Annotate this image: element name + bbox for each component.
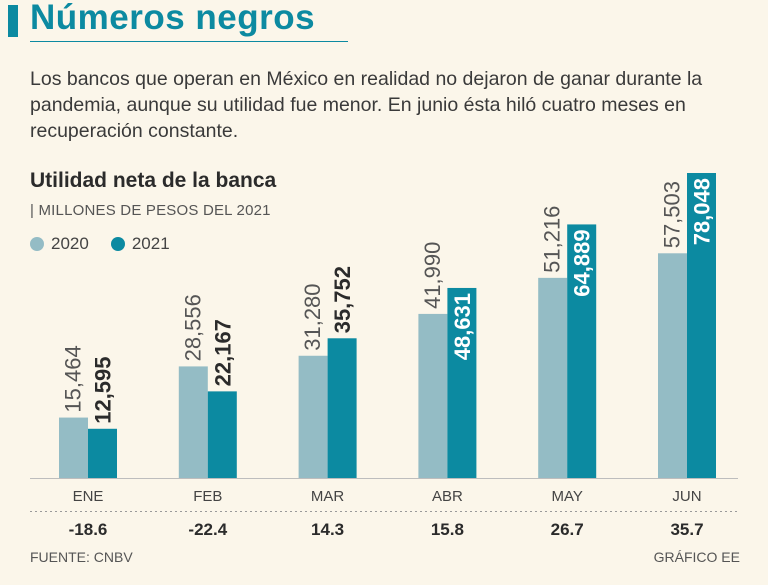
change-value: 15.8 [431,520,464,539]
data-label-2020: 31,280 [300,283,325,350]
bar-2021 [88,428,117,478]
x-tick-label: MAY [551,488,582,505]
data-label-2021: 12,595 [91,356,116,423]
bar-2020 [178,366,208,478]
bar-2021 [327,338,357,478]
chart-title: Utilidad neta de la banca [30,169,277,192]
bar-2020 [538,277,568,478]
bar-2020 [418,313,448,478]
bar-2021 [207,391,237,478]
legend-dot-2021 [110,237,125,251]
legend-dot-2020 [30,237,44,251]
legend-item-2020: 2020 [30,234,89,254]
graphic-credit: GRÁFICO EE [653,549,740,565]
legend-item-2021: 2021 [110,234,170,254]
data-label-2020: 41,990 [420,242,445,309]
x-tick-label: MAR [311,488,345,505]
data-label-2021: 35,752 [330,266,355,333]
title-accent-bar [8,5,18,37]
legend-label-2020: 2020 [51,234,89,253]
bar-2020 [59,417,88,478]
change-value: -22.4 [188,520,227,539]
change-value: -18.6 [69,520,108,539]
data-label-2020: 51,216 [540,206,565,273]
intro-paragraph: Los bancos que operan en México en reali… [30,68,703,142]
x-tick-label: ABR [432,488,463,505]
bar-2021 [687,173,716,478]
data-label-2021: 64,889 [570,229,595,296]
bar-2021 [447,287,477,478]
data-label-2021: 78,048 [690,178,715,245]
bar-2020 [658,253,687,478]
data-label-2021: 48,631 [450,293,475,360]
change-value: 26.7 [551,520,584,539]
x-tick-label: JUN [672,488,701,505]
change-value: 14.3 [311,520,344,539]
data-label-2020: 15,464 [61,345,86,412]
chart-legend: 2020 2021 [30,234,192,254]
title-underline [30,41,348,42]
chart-subtitle: | MILLONES DE PESOS DEL 2021 [30,202,271,219]
source-note: FUENTE: CNBV [30,549,133,565]
change-value: 35.7 [670,520,703,539]
bar-2021 [567,224,597,478]
data-label-2020: 28,556 [180,294,205,361]
legend-label-2021: 2021 [131,234,170,253]
bar-2020 [298,355,328,478]
x-tick-label: FEB [193,488,222,505]
x-tick-label: ENE [73,488,104,505]
data-label-2020: 57,503 [660,181,685,248]
data-label-2021: 22,167 [210,319,235,386]
page-title: Números negros [30,0,316,37]
